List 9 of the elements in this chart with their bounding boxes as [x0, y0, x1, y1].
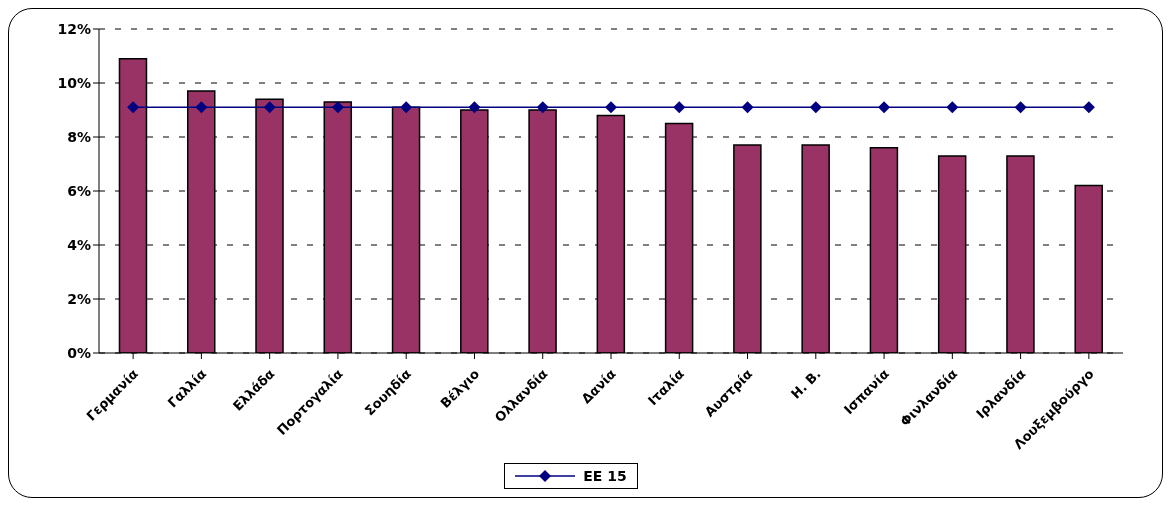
y-tick-label: 8%	[67, 128, 91, 145]
y-tick-label: 4%	[67, 236, 91, 253]
y-tick-label: 6%	[67, 182, 91, 199]
y-tick-label: 10%	[57, 74, 91, 91]
y-tick-label: 12%	[57, 20, 91, 37]
legend-label: EE 15	[583, 468, 627, 484]
y-tick-label: 0%	[67, 344, 91, 361]
y-tick-label: 2%	[67, 290, 91, 307]
x-tick-label: Η. Β.	[788, 366, 824, 402]
